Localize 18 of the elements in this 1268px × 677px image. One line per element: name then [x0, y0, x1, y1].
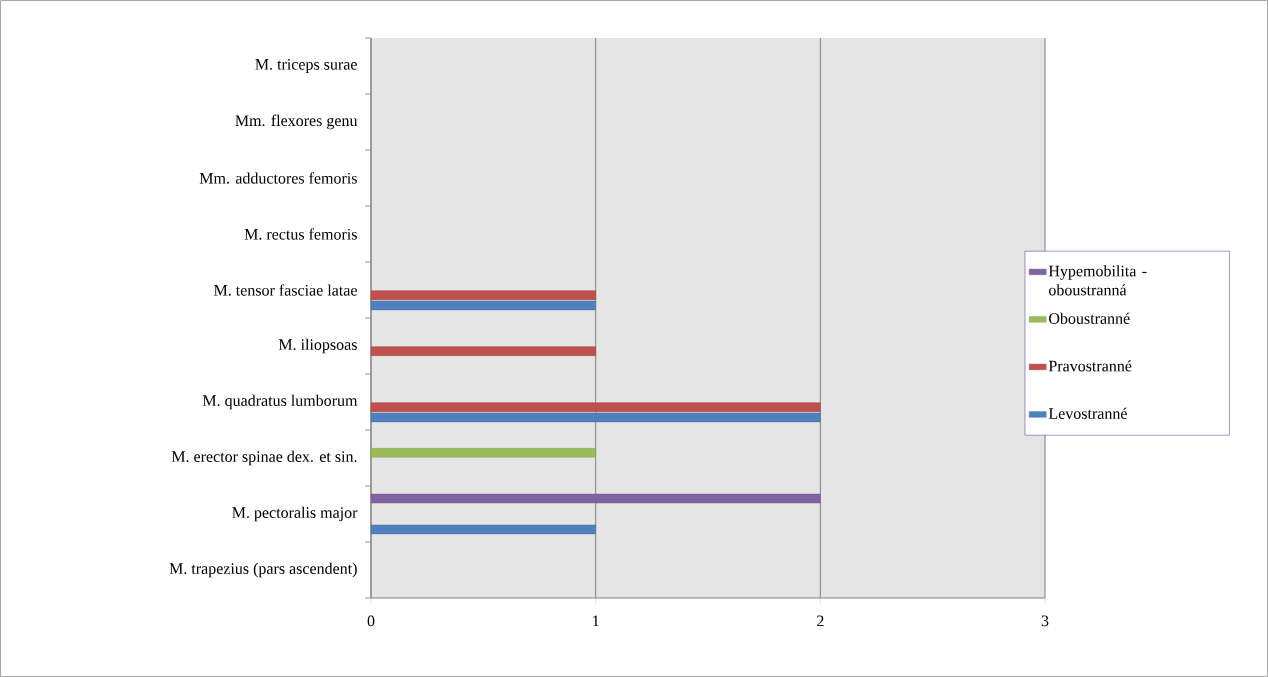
y-tick-label: Mm. flexores genu — [235, 114, 358, 130]
y-tick-label: M. quadratus lumborum — [202, 394, 358, 410]
x-tick-label: 2 — [817, 615, 824, 627]
legend-label: Oboustranné — [1049, 312, 1130, 324]
x-tick-label: 1 — [593, 615, 599, 627]
y-tick-label: M. tensor fasciae latae — [214, 284, 357, 296]
y-tick-label: M. erector spinae dex. et sin. — [171, 450, 357, 466]
y-tick-label: M. iliopsoas — [278, 338, 357, 354]
x-tick-label: 3 — [1041, 615, 1049, 627]
legend-label: Hypemobilita - oboustranná — [1048, 265, 1147, 296]
x-tick-label: 0 — [367, 615, 375, 627]
legend-label: Levostranné — [1048, 407, 1127, 419]
legend-label: Pravostranné — [1048, 360, 1132, 372]
y-tick-label: M. pectoralis major — [232, 506, 358, 522]
y-tick-label: Mm. adductores femoris — [199, 172, 357, 184]
y-tick-label: M. triceps surae — [255, 58, 357, 73]
y-tick-label: M. trapezius (pars ascendent) — [169, 562, 357, 578]
y-tick-label: M. rectus femoris — [244, 228, 357, 240]
